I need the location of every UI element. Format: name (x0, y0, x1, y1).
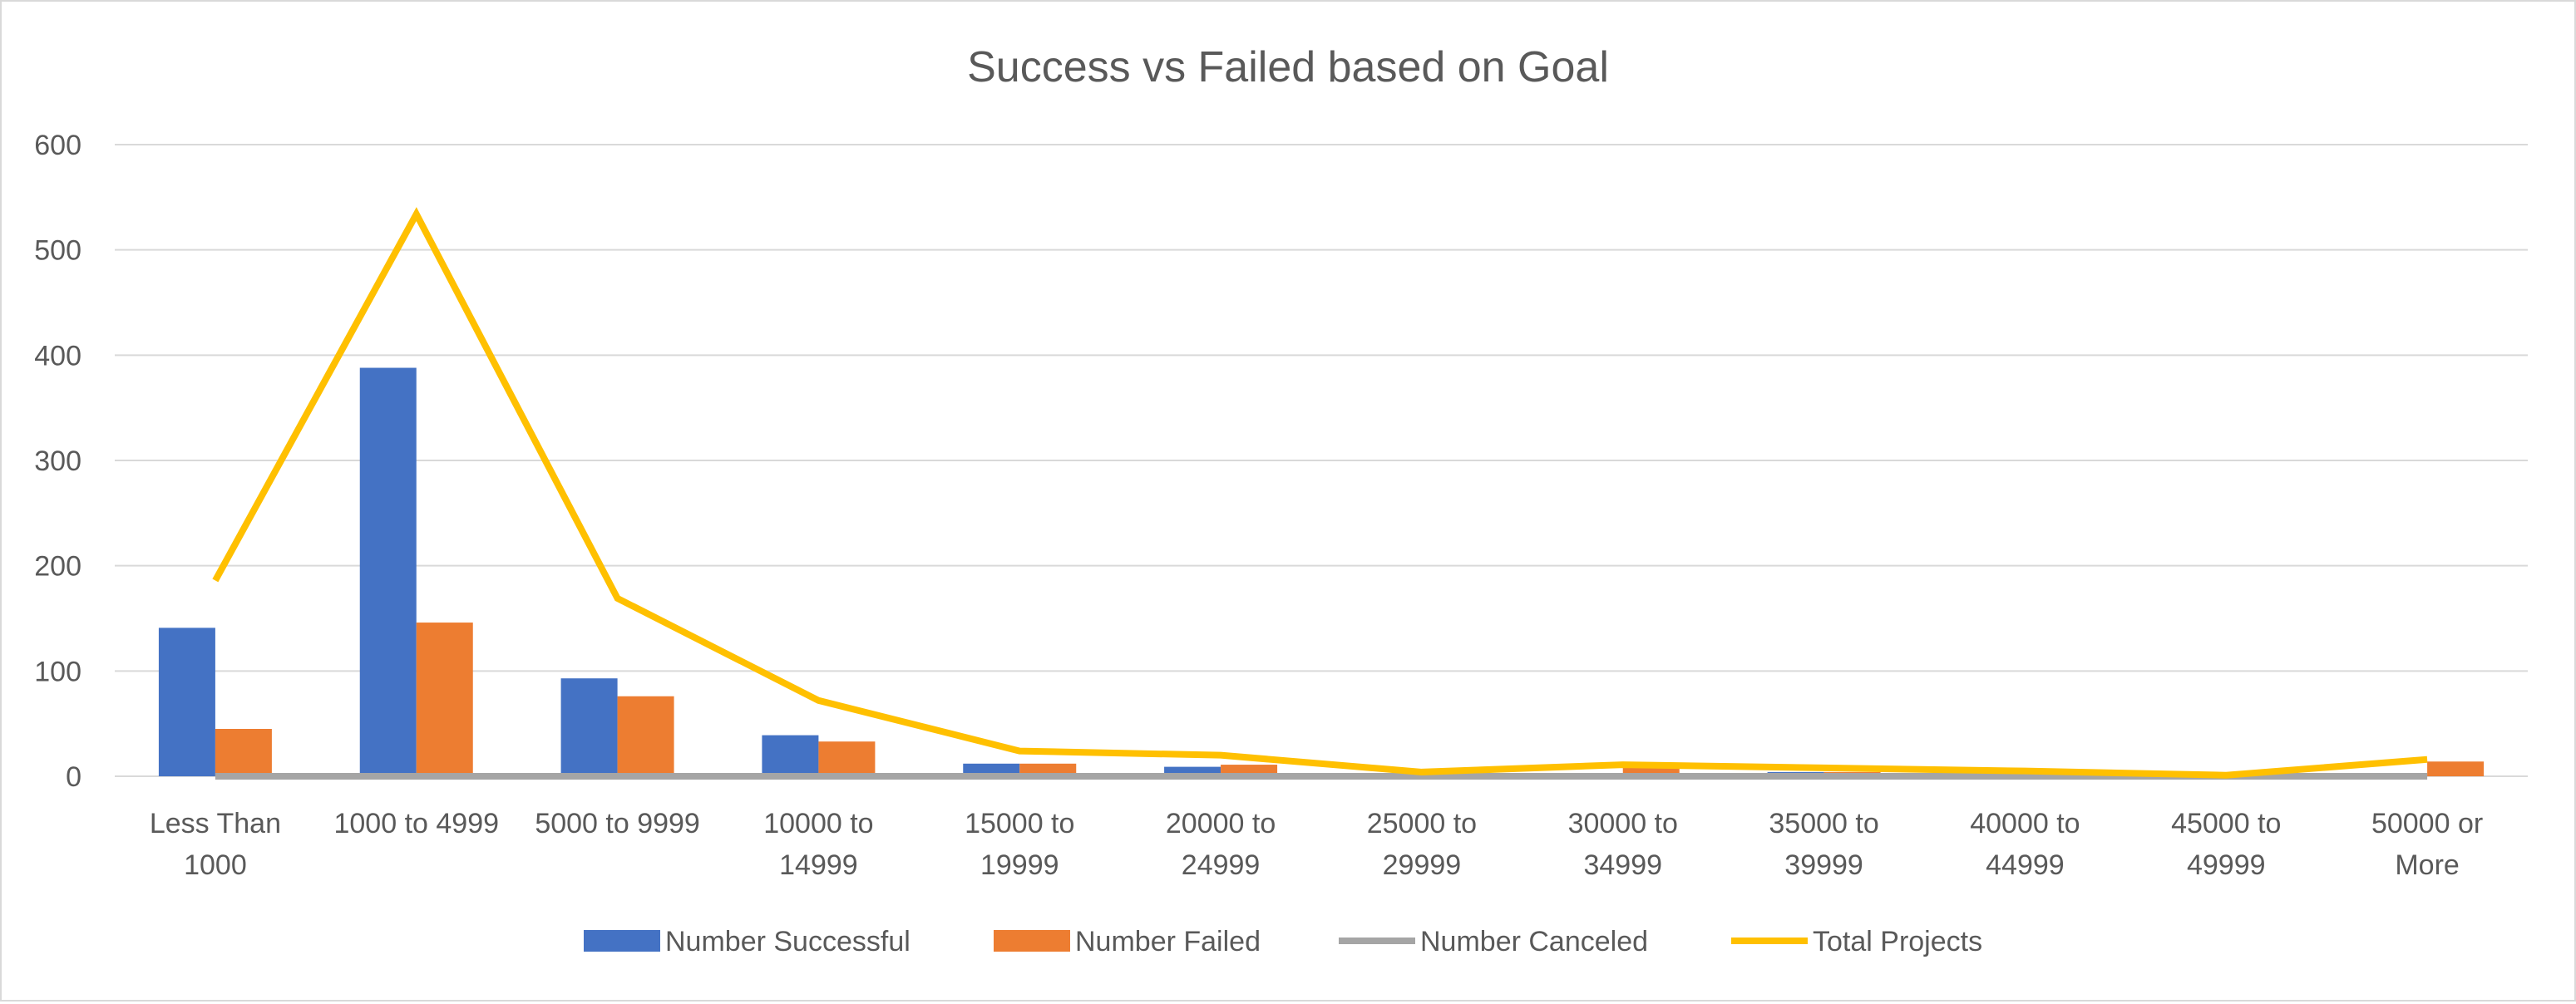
line-series (212, 207, 2428, 780)
legend: Number Successful Number Failed Number Can… (584, 926, 1982, 957)
bar-number-failed (617, 696, 674, 776)
x-tick-label: 35000 to (1769, 808, 1878, 839)
line-total-projects (212, 207, 2428, 779)
legend-swatch (584, 930, 660, 952)
bar-number-failed (1622, 767, 1680, 776)
y-tick-label: 500 (34, 235, 81, 267)
x-tick-label: 1000 to 4999 (333, 808, 499, 839)
y-tick-label: 200 (34, 551, 81, 583)
bar-number-failed (215, 729, 272, 776)
x-tick-label: 10000 to (763, 808, 873, 839)
y-tick-label: 100 (34, 656, 81, 687)
bar-number-successful (1164, 766, 1221, 776)
legend-label: Total Projects (1813, 926, 1982, 957)
bar-number-successful (359, 367, 417, 776)
x-tick-label: 19999 (980, 849, 1059, 881)
x-tick-label: 50000 or (2371, 808, 2483, 839)
y-axis: 0 100 200 300 400 500 600 (34, 130, 81, 793)
gridlines (115, 144, 2528, 777)
bar-number-successful (158, 628, 215, 776)
x-tick-label: 45000 to (2171, 808, 2281, 839)
x-tick-label: 44999 (1986, 849, 2065, 881)
legend-swatch (994, 930, 1070, 952)
x-tick-label: 30000 to (1568, 808, 1678, 839)
y-tick-label: 600 (34, 130, 81, 161)
x-tick-label: 40000 to (1970, 808, 2080, 839)
bar-number-failed (818, 741, 876, 776)
bar-series (158, 367, 2485, 776)
legend-label: Number Canceled (1420, 926, 1648, 957)
x-tick-label: 14999 (779, 849, 858, 881)
x-tick-label: 29999 (1383, 849, 1462, 881)
x-tick-label: 34999 (1583, 849, 1662, 881)
x-tick-label: 49999 (2187, 849, 2266, 881)
x-tick-label: 15000 to (965, 808, 1074, 839)
x-axis: Less Than 1000 1000 to 4999 5000 to 9999 100… (150, 808, 2483, 881)
x-tick-label: 39999 (1784, 849, 1863, 881)
x-tick-label: 1000 (184, 849, 247, 881)
y-tick-label: 300 (34, 445, 81, 477)
x-tick-label: 24999 (1182, 849, 1261, 881)
x-tick-label: More (2395, 849, 2459, 881)
bar-number-failed (2427, 761, 2485, 776)
bar-number-successful (560, 678, 618, 776)
legend-label: Number Failed (1075, 926, 1261, 957)
bar-number-failed (416, 623, 473, 776)
x-tick-label: Less Than (150, 808, 281, 839)
x-tick-label: 20000 to (1166, 808, 1276, 839)
chart-title: Success vs Failed based on Goal (967, 43, 1609, 91)
bar-number-successful (762, 735, 819, 776)
legend-label: Number Successful (665, 926, 910, 957)
x-tick-label: 5000 to 9999 (535, 808, 700, 839)
y-tick-label: 400 (34, 340, 81, 372)
x-tick-label: 25000 to (1367, 808, 1477, 839)
y-tick-label: 0 (66, 761, 81, 793)
